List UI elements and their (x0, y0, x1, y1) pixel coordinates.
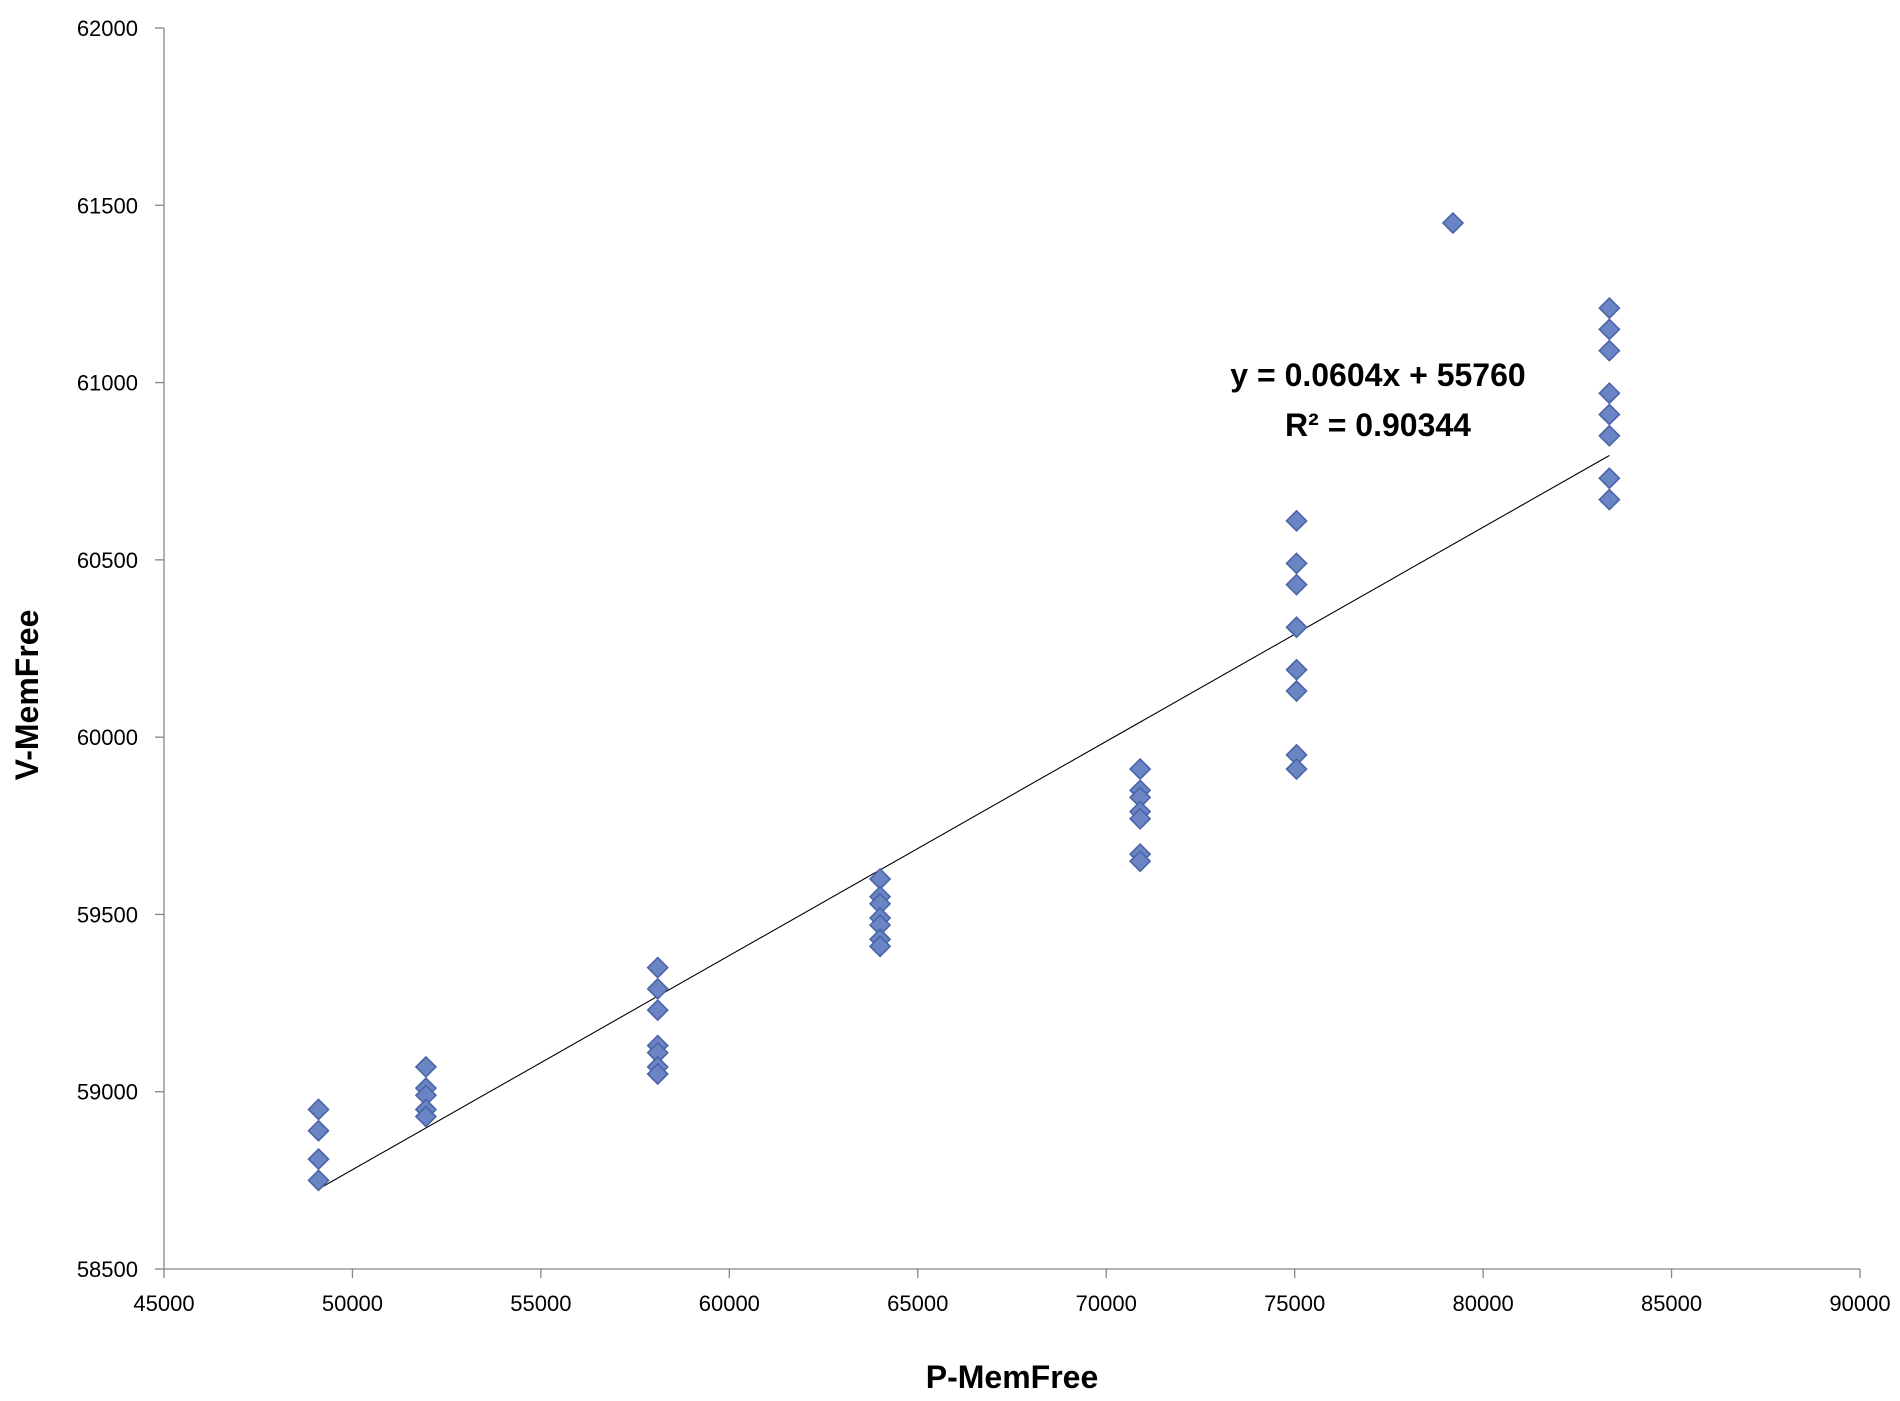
data-point (1598, 488, 1621, 511)
x-axis-ticks: 45000 50000 55000 60000 65000 70000 75000 80000… (133, 1269, 1891, 1316)
data-point (868, 935, 892, 958)
y-tick-label: 59500 (77, 902, 138, 927)
trendline-r-squared: R² = 0.90344 (1285, 407, 1471, 443)
x-tick-label: 75000 (1264, 1291, 1325, 1316)
data-point (1598, 467, 1621, 490)
y-axis-ticks: 58500 59000 59500 60000 60500 61000 61500 62000 (77, 16, 164, 1282)
x-tick-label: 50000 (322, 1291, 383, 1316)
y-tick-label: 58500 (77, 1257, 138, 1282)
data-point (1285, 552, 1308, 575)
data-point (646, 1062, 669, 1086)
y-tick-label: 61500 (77, 193, 138, 218)
data-point (307, 1147, 330, 1171)
x-tick-label: 45000 (133, 1291, 194, 1316)
data-point (414, 1055, 438, 1079)
x-tick-label: 60000 (699, 1291, 760, 1316)
data-point (1129, 757, 1152, 781)
data-point (1598, 382, 1621, 405)
data-point (307, 1098, 330, 1121)
data-point (1598, 403, 1621, 426)
data-point (1285, 679, 1308, 703)
y-tick-label: 62000 (77, 16, 138, 41)
data-point (1285, 757, 1308, 781)
data-point (1285, 658, 1308, 681)
data-point (646, 956, 669, 979)
data-point (414, 1105, 438, 1128)
data-point (1598, 318, 1621, 341)
x-tick-label: 70000 (1076, 1291, 1137, 1316)
data-point (1285, 616, 1308, 639)
trendline-equation: y = 0.0604x + 55760 (1230, 357, 1525, 393)
data-point (307, 1119, 330, 1142)
x-tick-label: 65000 (887, 1291, 948, 1316)
data-point (1598, 339, 1621, 362)
x-tick-label: 80000 (1453, 1291, 1514, 1316)
y-tick-label: 59000 (77, 1080, 138, 1105)
data-point (646, 977, 669, 1001)
x-tick-label: 85000 (1641, 1291, 1702, 1316)
data-point (1598, 296, 1621, 320)
data-point (307, 1169, 330, 1192)
linear-trendline (318, 455, 1610, 1190)
x-tick-label: 55000 (510, 1291, 571, 1316)
data-point (1598, 424, 1621, 447)
data-point (1441, 211, 1465, 235)
data-point (1285, 573, 1308, 596)
data-point (1285, 509, 1308, 532)
data-point (646, 999, 669, 1022)
y-axis-title: V-MemFree (9, 610, 45, 781)
x-tick-label: 90000 (1829, 1291, 1890, 1316)
y-tick-label: 61000 (77, 371, 138, 396)
data-point (1129, 807, 1152, 830)
data-point (1129, 850, 1152, 873)
x-axis-title: P-MemFree (926, 1359, 1099, 1395)
data-points (307, 211, 1621, 1192)
y-tick-label: 60500 (77, 548, 138, 573)
y-tick-label: 60000 (77, 725, 138, 750)
